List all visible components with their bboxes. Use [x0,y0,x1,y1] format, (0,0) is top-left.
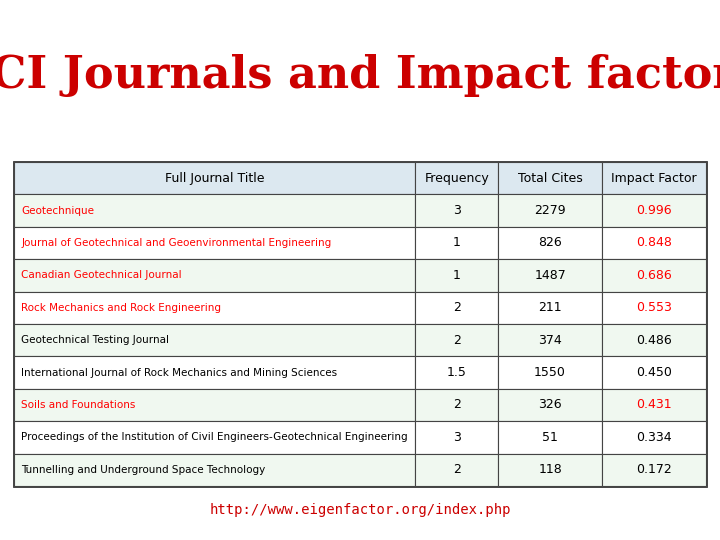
Bar [498,259,602,292]
Bar [602,356,706,389]
Bar [498,292,602,324]
Bar [602,162,706,194]
Bar [415,259,498,292]
Text: 1550: 1550 [534,366,566,379]
Text: Journal of Geotechnical and Geoenvironmental Engineering: Journal of Geotechnical and Geoenvironme… [22,238,332,248]
Bar [415,324,498,356]
Text: Full Journal Title: Full Journal Title [165,172,264,185]
Bar [14,454,415,486]
Text: Geotechnical Testing Journal: Geotechnical Testing Journal [22,335,169,345]
Bar [14,194,415,227]
Bar [498,421,602,454]
Bar [14,356,415,389]
Text: Tunnelling and Underground Space Technology: Tunnelling and Underground Space Technol… [22,465,266,475]
Text: SCI Journals and Impact factors: SCI Journals and Impact factors [0,54,720,97]
Bar [14,227,415,259]
Bar [415,454,498,486]
Bar [415,421,498,454]
Bar [602,227,706,259]
Text: 0.848: 0.848 [636,237,672,249]
Text: 0.172: 0.172 [636,463,672,476]
Text: 826: 826 [539,237,562,249]
Text: Frequency: Frequency [424,172,489,185]
Text: 326: 326 [539,399,562,411]
Bar [498,162,602,194]
Text: 211: 211 [539,301,562,314]
Text: 0.486: 0.486 [636,334,672,347]
Text: 1.5: 1.5 [447,366,467,379]
Bar [14,259,415,292]
Text: 0.450: 0.450 [636,366,672,379]
Text: 2: 2 [453,463,461,476]
Text: International Journal of Rock Mechanics and Mining Sciences: International Journal of Rock Mechanics … [22,368,338,377]
Text: 2: 2 [453,399,461,411]
Text: Geotechnique: Geotechnique [22,206,94,215]
Text: 0.553: 0.553 [636,301,672,314]
Bar [415,162,498,194]
Text: 1487: 1487 [534,269,566,282]
Bar [415,227,498,259]
Text: 118: 118 [539,463,562,476]
Text: Proceedings of the Institution of Civil Engineers-Geotechnical Engineering: Proceedings of the Institution of Civil … [22,433,408,442]
Bar [602,421,706,454]
Bar [498,194,602,227]
Bar [498,389,602,421]
Bar [14,162,415,194]
Bar [602,454,706,486]
Text: Total Cites: Total Cites [518,172,582,185]
Bar [602,292,706,324]
Bar [498,454,602,486]
Text: 2: 2 [453,301,461,314]
Text: 1: 1 [453,269,461,282]
Bar [498,324,602,356]
Bar [14,292,415,324]
Bar [415,356,498,389]
Bar [602,194,706,227]
Bar [14,324,415,356]
Text: 0.996: 0.996 [636,204,672,217]
Bar [415,292,498,324]
Bar [498,356,602,389]
Bar [14,421,415,454]
Text: 0.431: 0.431 [636,399,672,411]
Text: Soils and Foundations: Soils and Foundations [22,400,135,410]
Text: 2279: 2279 [534,204,566,217]
Bar [498,227,602,259]
Text: Rock Mechanics and Rock Engineering: Rock Mechanics and Rock Engineering [22,303,221,313]
Text: 3: 3 [453,431,461,444]
Text: 374: 374 [539,334,562,347]
Text: 2: 2 [453,334,461,347]
Text: Canadian Geotechnical Journal: Canadian Geotechnical Journal [22,271,182,280]
Bar [14,389,415,421]
Text: 3: 3 [453,204,461,217]
Bar [602,389,706,421]
Text: 0.686: 0.686 [636,269,672,282]
Text: 1: 1 [453,237,461,249]
Bar [602,324,706,356]
Text: 0.334: 0.334 [636,431,672,444]
Text: Impact Factor: Impact Factor [611,172,696,185]
Bar [602,259,706,292]
Text: 51: 51 [542,431,558,444]
Bar [415,389,498,421]
Text: http://www.eigenfactor.org/index.php: http://www.eigenfactor.org/index.php [210,503,510,517]
Bar [415,194,498,227]
